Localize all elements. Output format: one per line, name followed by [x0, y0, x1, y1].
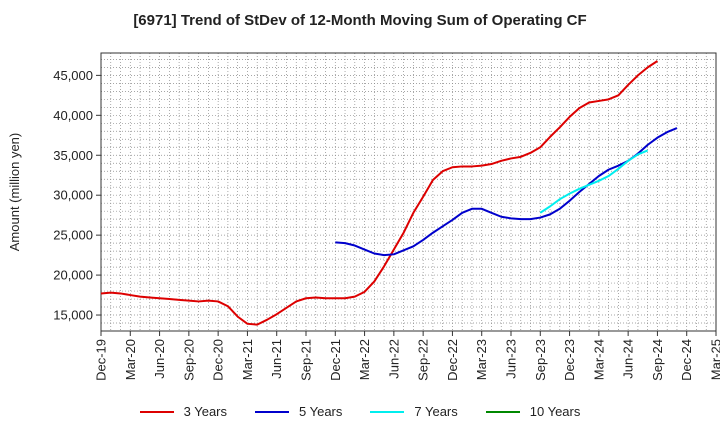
plot-border [100, 52, 717, 332]
x-tick-label: Dec-20 [211, 339, 226, 381]
x-tick-label: Sep-20 [181, 339, 196, 381]
x-tick-label: Dec-21 [328, 339, 343, 381]
x-tick-label: Sep-22 [416, 339, 431, 381]
y-axis-label: Amount (million yen) [7, 133, 22, 252]
plot-area [101, 53, 716, 331]
x-tick-label: Mar-22 [357, 339, 372, 380]
legend-swatch-3-years [139, 410, 174, 413]
x-tick-label: Jun-21 [269, 339, 284, 379]
x-tick-label: Dec-24 [679, 339, 694, 381]
chart-title: [6971] Trend of StDev of 12-Month Moving… [133, 12, 587, 29]
y-tick-label: 20,000 [53, 268, 93, 283]
legend-swatch-5-years [255, 410, 289, 413]
legend-label-10-years: 10 Years [529, 404, 581, 419]
x-tick-label: Sep-23 [533, 339, 548, 381]
x-tick-label: Mar-20 [123, 339, 138, 380]
x-tick-label: Jun-23 [504, 339, 519, 379]
x-tick-label: Dec-22 [445, 339, 460, 381]
y-tick-label: 45,000 [53, 68, 93, 83]
legend-item-3-years: 3 Years [139, 404, 227, 419]
series-line-5-years [335, 127, 678, 257]
series-line-3-years [100, 60, 658, 326]
legend-label-7-years: 7 Years [414, 404, 458, 419]
x-tick-label: Dec-23 [562, 339, 577, 381]
legend-item-7-years: 7 Years [370, 404, 458, 419]
series-line-7-years [539, 149, 649, 214]
y-tick-label: 40,000 [53, 108, 93, 123]
x-tick-label: Sep-21 [299, 339, 314, 381]
legend-swatch-10-years [485, 410, 520, 413]
legend-swatch-7-years [370, 410, 405, 413]
x-tick-label: Dec-19 [94, 339, 109, 381]
x-tick-label: Mar-24 [591, 339, 606, 380]
x-tick-label: Mar-25 [709, 339, 720, 380]
legend-item-5-years: 5 Years [255, 404, 342, 419]
x-tick-label: Jun-24 [621, 339, 636, 379]
x-tick-label: Jun-22 [386, 339, 401, 379]
y-tick-label: 35,000 [53, 148, 93, 163]
x-tick-label: Sep-24 [650, 339, 665, 381]
legend-item-10-years: 10 Years [485, 404, 581, 419]
y-tick-label: 25,000 [53, 228, 93, 243]
x-tick-label: Mar-23 [474, 339, 489, 380]
y-tick-label: 30,000 [53, 188, 93, 203]
y-tick-label: 15,000 [53, 308, 93, 323]
legend-label-5-years: 5 Years [299, 404, 343, 419]
chart-legend: 3 Years 5 Years 7 Years 10 Years [0, 404, 720, 419]
legend-label-3-years: 3 Years [183, 404, 227, 419]
x-tick-label: Jun-20 [152, 339, 167, 379]
x-tick-label: Mar-21 [240, 339, 255, 380]
